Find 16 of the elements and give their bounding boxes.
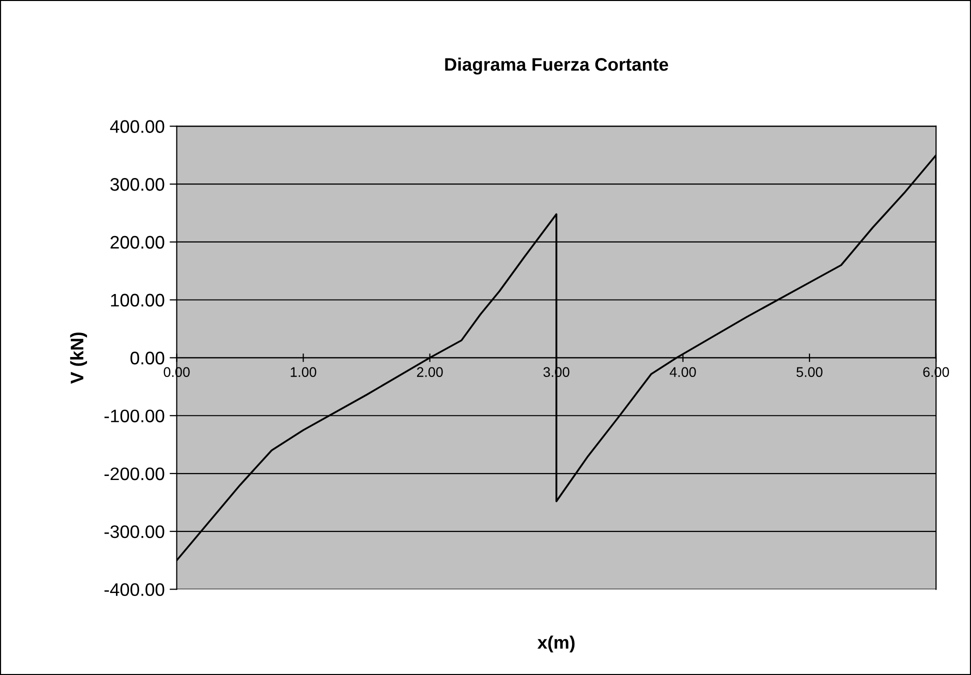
y-tick-label: 0.00	[130, 352, 164, 364]
y-tick-label: 200.00	[110, 236, 164, 249]
y-tick-label: 100.00	[111, 294, 164, 307]
y-tick-label: -100.00	[104, 410, 164, 422]
x-axis-title: x(m)	[537, 636, 575, 652]
y-tick-label: -300.00	[104, 525, 164, 538]
y-tick-label: -400.00	[104, 583, 164, 596]
x-tick-label: 5.00	[796, 367, 822, 377]
x-tick-label: 4.00	[670, 367, 696, 377]
x-tick-label: 1.00	[290, 367, 316, 377]
y-axis-title: V (kN)	[70, 332, 88, 384]
chart-title: Diagrama Fuerza Cortante	[445, 58, 668, 74]
y-tick-label: 400.00	[110, 120, 164, 133]
x-tick-label: 2.00	[417, 367, 443, 377]
y-tick-label: -200.00	[104, 467, 164, 480]
y-tick-label: 300.00	[110, 178, 164, 191]
